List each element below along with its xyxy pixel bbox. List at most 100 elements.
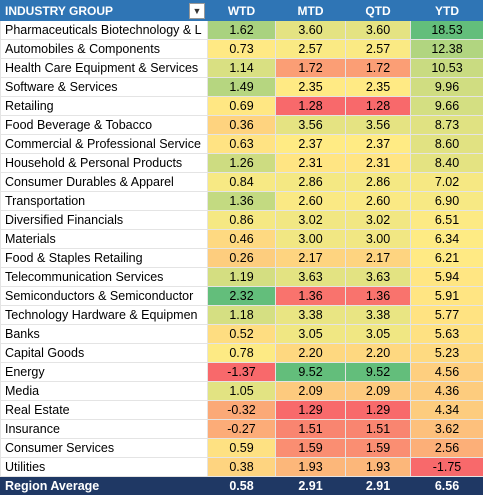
value-cell: 2.57	[275, 39, 346, 59]
table-row: Retailing 0.69 1.28 1.28 9.66	[0, 96, 483, 116]
industry-name: Capital Goods	[0, 343, 208, 363]
filter-button[interactable]: ▼	[189, 3, 205, 19]
table-row: Technology Hardware & Equipmen 1.18 3.38 3.…	[0, 305, 483, 325]
value-cell: 6.51	[410, 210, 483, 230]
value-cell: 3.02	[275, 210, 346, 230]
value-cell: 7.02	[410, 172, 483, 192]
value-cell: 1.26	[207, 153, 276, 173]
value-cell: 4.36	[410, 381, 483, 401]
column-header: MTD	[275, 0, 346, 21]
industry-name: Transportation	[0, 191, 208, 211]
value-cell: 5.23	[410, 343, 483, 363]
industry-name: Food & Staples Retailing	[0, 248, 208, 268]
value-cell: 1.36	[275, 286, 346, 306]
value-cell: 3.38	[345, 305, 411, 325]
value-cell: 1.28	[275, 96, 346, 116]
value-cell: 3.56	[345, 115, 411, 135]
column-header: WTD	[207, 0, 276, 21]
industry-name: Retailing	[0, 96, 208, 116]
value-cell: -1.75	[410, 457, 483, 477]
value-cell: 1.59	[275, 438, 346, 458]
industry-name: Technology Hardware & Equipmen	[0, 305, 208, 325]
value-cell: 6.90	[410, 191, 483, 211]
industry-name: Household & Personal Products	[0, 153, 208, 173]
value-cell: 1.51	[345, 419, 411, 439]
value-cell: 1.29	[275, 400, 346, 420]
industry-name: Consumer Durables & Apparel	[0, 172, 208, 192]
value-cell: 2.56	[410, 438, 483, 458]
value-cell: 8.40	[410, 153, 483, 173]
value-cell: 9.52	[345, 362, 411, 382]
value-cell: 0.84	[207, 172, 276, 192]
value-cell: 0.78	[207, 343, 276, 363]
industry-name: Food Beverage & Tobacco	[0, 115, 208, 135]
value-cell: 0.73	[207, 39, 276, 59]
value-cell: 3.62	[410, 419, 483, 439]
industry-name: Banks	[0, 324, 208, 344]
value-cell: 3.02	[345, 210, 411, 230]
value-cell: 1.72	[275, 58, 346, 78]
value-cell: 3.05	[345, 324, 411, 344]
table-row: Telecommunication Services 1.19 3.63 3.63 5.…	[0, 267, 483, 287]
footer-value: 2.91	[345, 476, 411, 495]
value-cell: -0.32	[207, 400, 276, 420]
value-cell: 10.53	[410, 58, 483, 78]
table-row: Real Estate -0.32 1.29 1.29 4.34	[0, 400, 483, 420]
column-header: YTD	[410, 0, 483, 21]
value-cell: 4.56	[410, 362, 483, 382]
value-cell: 3.38	[275, 305, 346, 325]
value-cell: 5.63	[410, 324, 483, 344]
value-cell: 8.60	[410, 134, 483, 154]
value-cell: 1.18	[207, 305, 276, 325]
value-cell: 2.09	[275, 381, 346, 401]
table-row: Food & Staples Retailing 0.26 2.17 2.17 6.21	[0, 248, 483, 268]
value-cell: 0.38	[207, 457, 276, 477]
table-row: Banks 0.52 3.05 3.05 5.63	[0, 324, 483, 344]
industry-name: Health Care Equipment & Services	[0, 58, 208, 78]
value-cell: 1.51	[275, 419, 346, 439]
table-row: Automobiles & Components 0.73 2.57 2.57 12.3…	[0, 39, 483, 59]
value-cell: 0.26	[207, 248, 276, 268]
value-cell: 0.59	[207, 438, 276, 458]
industry-name: Telecommunication Services	[0, 267, 208, 287]
table-row: Transportation 1.36 2.60 2.60 6.90	[0, 191, 483, 211]
value-cell: 1.72	[345, 58, 411, 78]
industry-name: Commercial & Professional Service	[0, 134, 208, 154]
value-cell: 8.73	[410, 115, 483, 135]
industry-name: Utilities	[0, 457, 208, 477]
value-cell: 0.52	[207, 324, 276, 344]
table-row: Pharmaceuticals Biotechnology & L 1.62 3.6…	[0, 20, 483, 40]
value-cell: 0.46	[207, 229, 276, 249]
value-cell: 2.17	[345, 248, 411, 268]
value-cell: 1.36	[345, 286, 411, 306]
table-row: Household & Personal Products 1.26 2.31 2.3…	[0, 153, 483, 173]
table-row: Insurance -0.27 1.51 1.51 3.62	[0, 419, 483, 439]
value-cell: 2.31	[275, 153, 346, 173]
table-row: Semiconductors & Semiconductor 2.32 1.36 1.…	[0, 286, 483, 306]
footer-value: 6.56	[410, 476, 483, 495]
value-cell: 3.63	[275, 267, 346, 287]
table-row: Commercial & Professional Service 0.63 2.3…	[0, 134, 483, 154]
value-cell: 9.52	[275, 362, 346, 382]
column-header: QTD	[345, 0, 411, 21]
value-cell: 2.09	[345, 381, 411, 401]
industry-name: Real Estate	[0, 400, 208, 420]
value-cell: 3.56	[275, 115, 346, 135]
footer-row: Region Average 0.58 2.91 2.91 6.56	[0, 476, 483, 495]
value-cell: 2.31	[345, 153, 411, 173]
table-row: Consumer Services 0.59 1.59 1.59 2.56	[0, 438, 483, 458]
value-cell: 2.20	[275, 343, 346, 363]
table-row: Capital Goods 0.78 2.20 2.20 5.23	[0, 343, 483, 363]
value-cell: 1.36	[207, 191, 276, 211]
value-cell: 1.05	[207, 381, 276, 401]
value-cell: 1.29	[345, 400, 411, 420]
value-cell: 1.62	[207, 20, 276, 40]
value-cell: 3.00	[345, 229, 411, 249]
industry-name: Software & Services	[0, 77, 208, 97]
value-cell: 1.14	[207, 58, 276, 78]
value-cell: 2.86	[345, 172, 411, 192]
industry-name: Media	[0, 381, 208, 401]
value-cell: 9.96	[410, 77, 483, 97]
